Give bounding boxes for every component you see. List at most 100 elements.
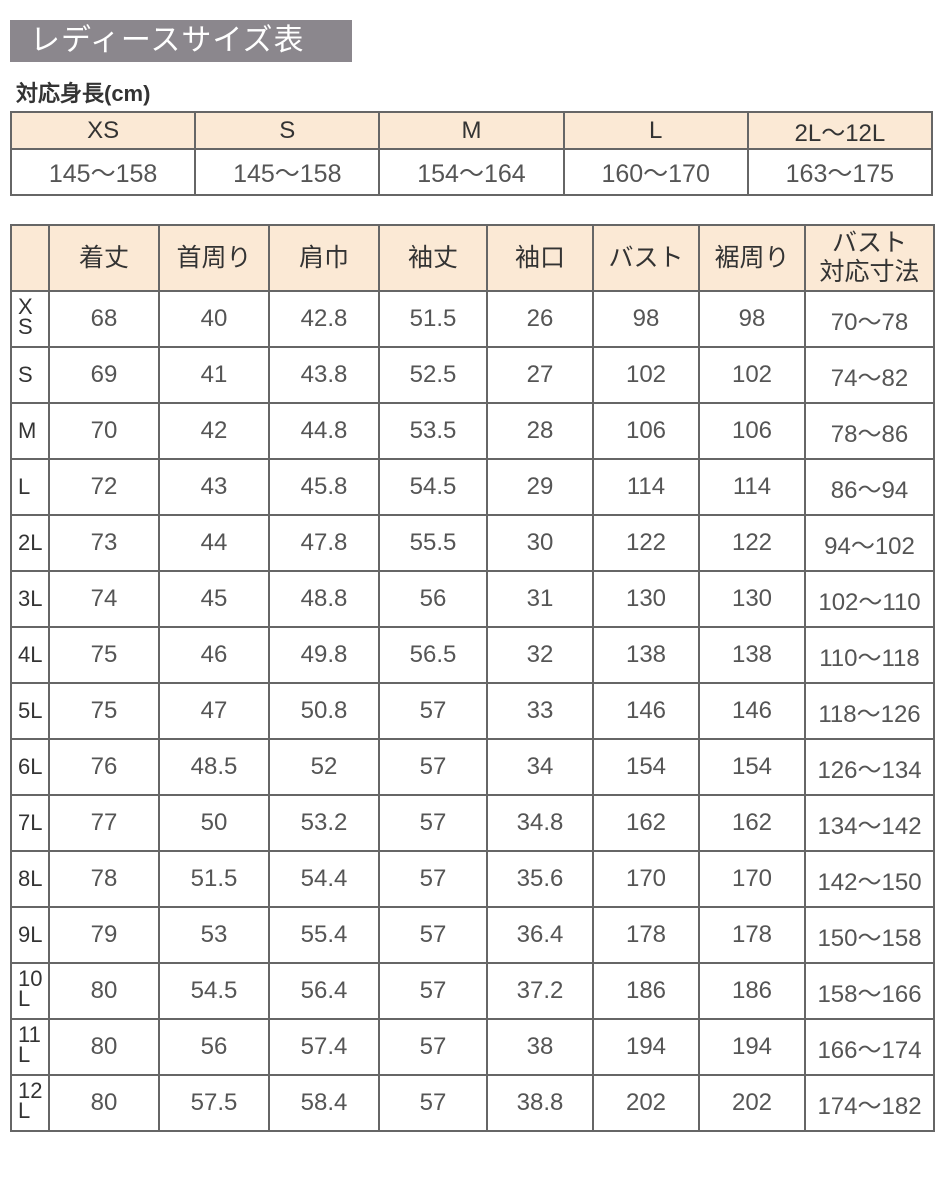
measurement-cell: 30 [486, 514, 594, 572]
measurement-cell: 170 [698, 850, 806, 908]
measurement-cell: 118〜126 [804, 682, 935, 740]
measurement-cell: 158〜166 [804, 962, 935, 1020]
measurement-cell: 37.2 [486, 962, 594, 1020]
size-label: 8L [18, 866, 43, 891]
table-row: 3L 74 45 48.8 56 31 130 130 102〜110 [10, 570, 935, 628]
table-row: 9L 79 53 55.4 57 36.4 178 178 150〜158 [10, 906, 935, 964]
measurement-cell: 52 [268, 738, 380, 796]
measurement-cell: 102 [592, 346, 700, 404]
height-table-value-row: 145〜158 145〜158 154〜164 160〜170 163〜175 [9, 148, 934, 196]
measurement-cell: 114 [592, 458, 700, 516]
measurement-cell: 35.6 [486, 850, 594, 908]
measurement-cell: 80 [48, 1018, 160, 1076]
measurement-cell: 98 [698, 290, 806, 348]
measurement-cell: 79 [48, 906, 160, 964]
measurement-cell: 74 [48, 570, 160, 628]
size-label-cell: 4L [10, 626, 50, 684]
height-value-cell: 145〜158 [194, 148, 381, 196]
measurement-cell: 166〜174 [804, 1018, 935, 1076]
measurement-cell: 57 [378, 682, 488, 740]
measurement-cell: 56.5 [378, 626, 488, 684]
measurement-cell: 134〜142 [804, 794, 935, 852]
height-value-cell: 154〜164 [378, 148, 565, 196]
size-column-header: バスト [592, 224, 700, 292]
size-label: 12L [18, 1077, 43, 1124]
measurement-cell: 178 [698, 906, 806, 964]
size-label: 9L [18, 922, 43, 947]
measurement-cell: 33 [486, 682, 594, 740]
measurement-cell: 51.5 [378, 290, 488, 348]
measurement-cell: 53 [158, 906, 270, 964]
measurement-cell: 122 [592, 514, 700, 572]
size-column-header: 袖丈 [378, 224, 488, 292]
table-row: S 69 41 43.8 52.5 27 102 102 74〜82 [10, 346, 935, 404]
measurement-cell: 78 [48, 850, 160, 908]
measurement-cell: 78〜86 [804, 402, 935, 460]
measurement-cell: 102〜110 [804, 570, 935, 628]
size-label-cell: M [10, 402, 50, 460]
size-label: 3L [18, 586, 43, 611]
measurement-cell: 44 [158, 514, 270, 572]
measurement-cell: 170 [592, 850, 700, 908]
table-row: XS 68 40 42.8 51.5 26 98 98 70〜78 [10, 290, 935, 348]
measurement-cell: 130 [698, 570, 806, 628]
measurement-cell: 68 [48, 290, 160, 348]
measurement-cell: 28 [486, 402, 594, 460]
measurement-cell: 43.8 [268, 346, 380, 404]
measurement-cell: 146 [698, 682, 806, 740]
height-table-header-row: XS S M L 2L〜12L [9, 111, 934, 150]
page-title: レディースサイズ表 [10, 20, 352, 62]
measurement-cell: 49.8 [268, 626, 380, 684]
measurement-cell: 58.4 [268, 1074, 380, 1132]
measurement-cell: 42.8 [268, 290, 380, 348]
measurement-cell: 29 [486, 458, 594, 516]
size-label-cell: S [10, 346, 50, 404]
measurement-cell: 138 [698, 626, 806, 684]
size-column-header: 袖口 [486, 224, 594, 292]
measurement-cell: 70 [48, 402, 160, 460]
height-value-cell: 163〜175 [746, 148, 934, 196]
measurement-cell: 80 [48, 1074, 160, 1132]
size-table: 着丈 首周り 肩巾 袖丈 袖口 バスト 裾周り バスト 対応寸法 XS 68 40 42.8 51.5… [10, 224, 935, 1132]
size-label-cell: 8L [10, 850, 50, 908]
measurement-cell: 75 [48, 682, 160, 740]
size-label: XS [18, 293, 33, 340]
measurement-cell: 57 [378, 738, 488, 796]
table-row: 10L 80 54.5 56.4 57 37.2 186 186 158〜166 [10, 962, 935, 1020]
measurement-cell: 40 [158, 290, 270, 348]
size-label: 10L [18, 965, 43, 1012]
measurement-cell: 102 [698, 346, 806, 404]
measurement-cell: 98 [592, 290, 700, 348]
measurement-cell: 94〜102 [804, 514, 935, 572]
size-label: 4L [18, 642, 43, 667]
measurement-cell: 34.8 [486, 794, 594, 852]
height-header-cell: S [194, 111, 381, 150]
measurement-cell: 106 [698, 402, 806, 460]
measurement-cell: 43 [158, 458, 270, 516]
size-column-header: 裾周り [698, 224, 806, 292]
size-label-cell: 2L [10, 514, 50, 572]
measurement-cell: 126〜134 [804, 738, 935, 796]
measurement-cell: 53.2 [268, 794, 380, 852]
measurement-cell: 57.4 [268, 1018, 380, 1076]
measurement-cell: 56 [378, 570, 488, 628]
measurement-cell: 69 [48, 346, 160, 404]
measurement-cell: 45.8 [268, 458, 380, 516]
height-table-caption: 対応身長(cm) [16, 81, 151, 106]
height-value-cell: 160〜170 [562, 148, 749, 196]
measurement-cell: 194 [592, 1018, 700, 1076]
size-label-cell: 5L [10, 682, 50, 740]
size-label-cell: 3L [10, 570, 50, 628]
table-row: 7L 77 50 53.2 57 34.8 162 162 134〜142 [10, 794, 935, 852]
measurement-cell: 138 [592, 626, 700, 684]
measurement-cell: 146 [592, 682, 700, 740]
size-label-cell: 6L [10, 738, 50, 796]
size-table-header-row: 着丈 首周り 肩巾 袖丈 袖口 バスト 裾周り バスト 対応寸法 [10, 224, 935, 292]
measurement-cell: 54.4 [268, 850, 380, 908]
size-column-header: 肩巾 [268, 224, 380, 292]
size-column-header: 着丈 [48, 224, 160, 292]
measurement-cell: 34 [486, 738, 594, 796]
size-label: 11L [18, 1021, 41, 1068]
size-label: L [18, 474, 31, 499]
measurement-cell: 57.5 [158, 1074, 270, 1132]
